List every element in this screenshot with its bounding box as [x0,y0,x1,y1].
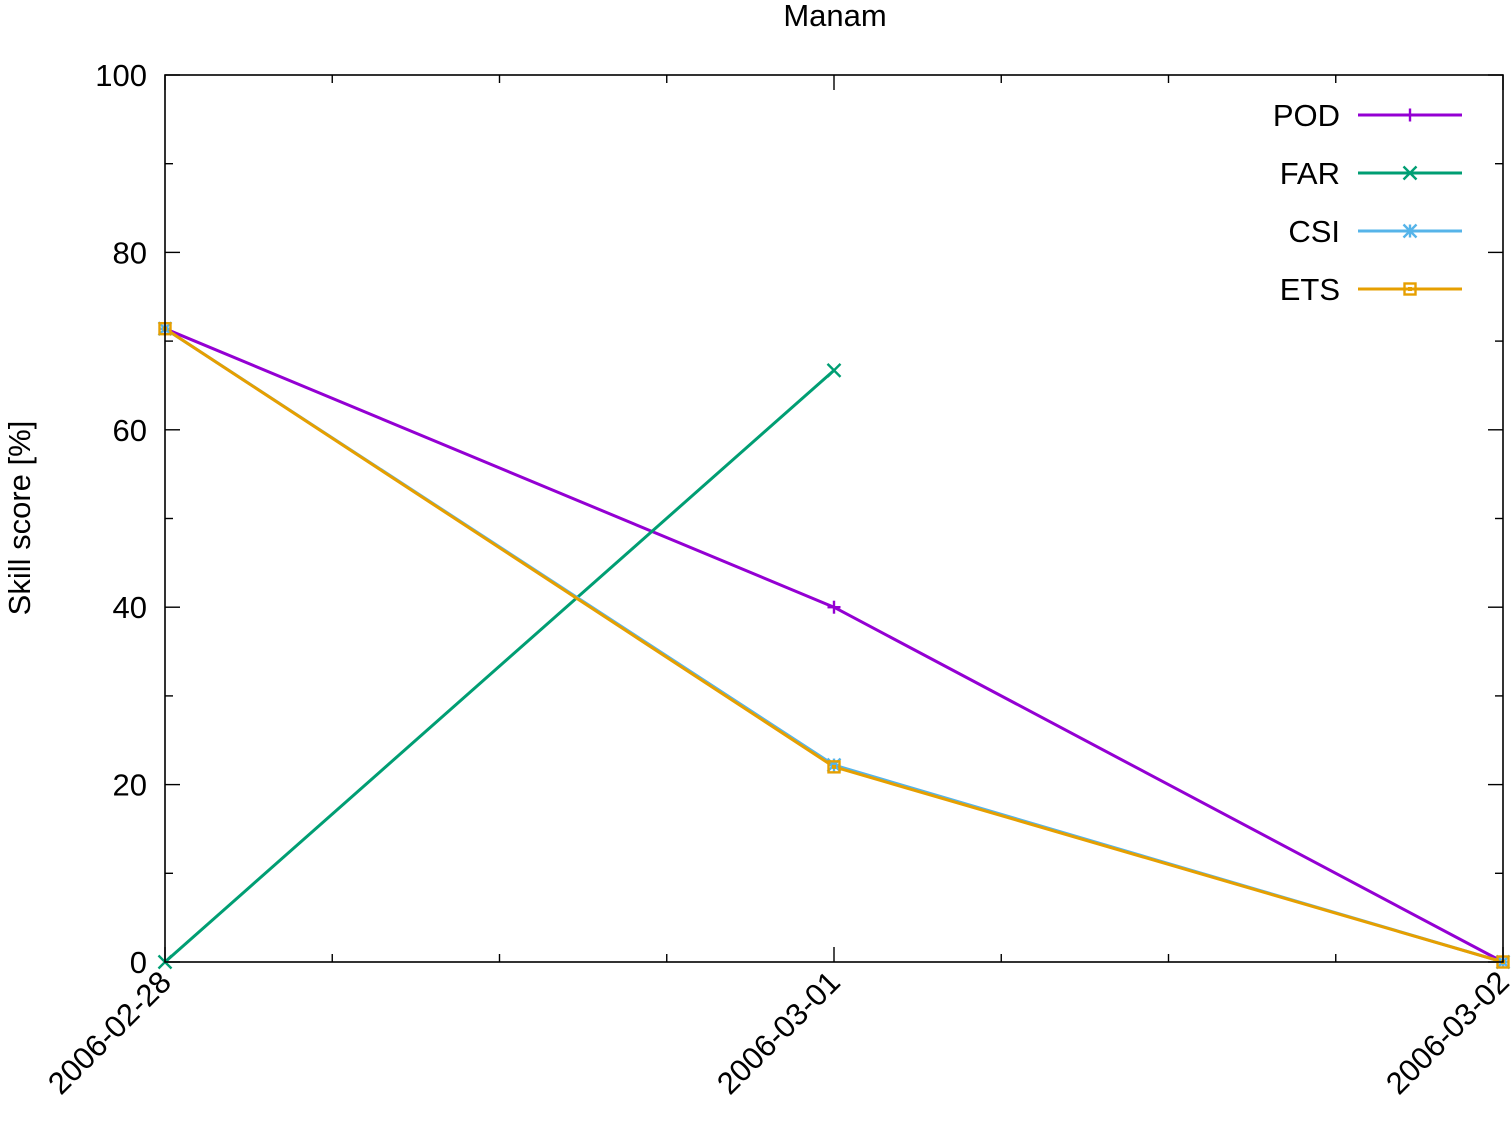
legend-label: FAR [1280,156,1340,191]
series-line-ets [164,327,1504,964]
chart-title: Manam [783,0,886,33]
legend-item-far: FAR [1280,156,1462,191]
series-line-pod [164,327,1504,964]
series-line-far [164,369,835,964]
y-tick-label: 100 [95,58,147,93]
legend-label: CSI [1288,214,1340,249]
data-point-ets [827,760,841,774]
y-tick-label: 0 [130,945,147,980]
x-tick-label: 2006-02-28 [41,964,178,1101]
y-tick-label: 20 [113,768,147,803]
legend-label: POD [1273,98,1340,133]
x-tick-label: 2006-03-02 [1379,964,1511,1101]
legend-label: ETS [1280,272,1340,307]
legend-item-ets: ETS [1280,272,1462,307]
legend-marker [1402,165,1418,181]
legend-marker [1403,282,1417,296]
legend: POD FAR CSI ETS [1273,98,1462,307]
y-tick-label: 80 [113,235,147,270]
plot-frame [164,74,1504,963]
data-point-far [826,363,842,378]
legend-marker [1403,108,1417,122]
series-markers [157,321,1511,970]
y-tick-label: 60 [113,413,147,448]
axis-ticks [164,74,1504,963]
x-tick-label: 2006-03-01 [710,964,847,1101]
series-line-csi [164,327,1504,964]
legend-item-csi: CSI [1288,214,1462,249]
data-point-pod [827,600,841,614]
legend-marker [1402,223,1418,239]
series-lines [164,327,1504,964]
legend-item-pod: POD [1273,98,1462,133]
y-axis-label: Skill score [%] [2,421,37,616]
y-tick-label: 40 [113,590,147,625]
